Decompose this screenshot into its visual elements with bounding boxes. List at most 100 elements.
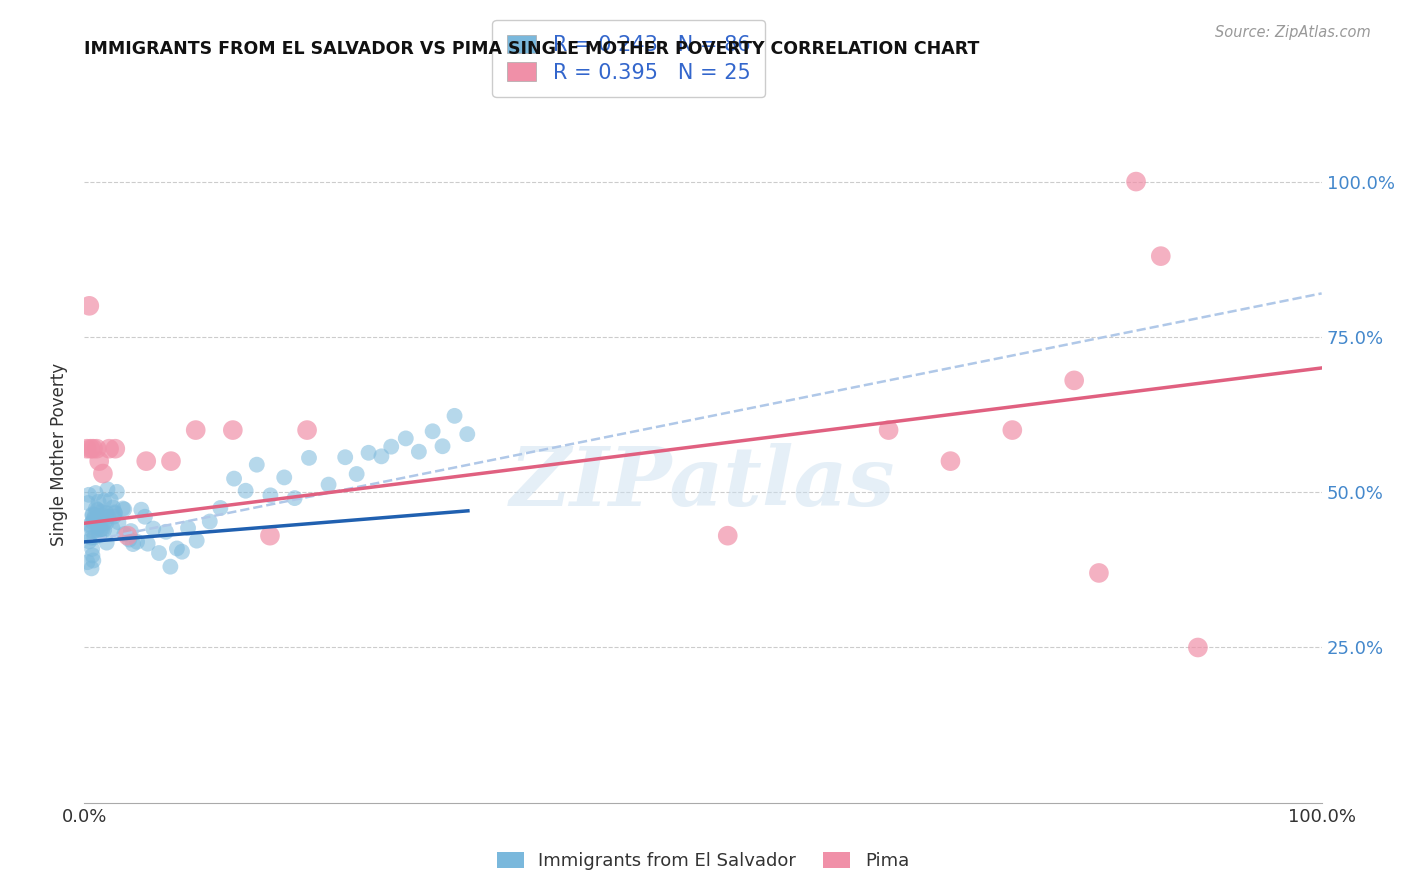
Point [335,450,357,465]
Point [1187,640,1209,655]
Point [235,483,257,498]
Point [222,472,245,486]
Point [395,431,418,445]
Point [120,524,142,538]
Point [82,515,104,529]
Point [184,423,207,437]
Point [118,533,141,547]
Point [94,515,117,529]
Point [79,442,101,456]
Point [125,534,148,549]
Point [148,546,170,560]
Point [295,423,318,437]
Point [103,509,125,524]
Point [82,442,104,456]
Point [77,496,100,510]
Point [104,442,127,456]
Point [357,446,380,460]
Point [82,508,104,522]
Point [209,501,232,516]
Point [86,442,108,456]
Point [112,502,135,516]
Point [90,505,112,519]
Point [117,529,139,543]
Point [80,524,103,538]
Point [273,470,295,484]
Point [131,502,153,516]
Text: IMMIGRANTS FROM EL SALVADOR VS PIMA SINGLE MOTHER POVERTY CORRELATION CHART: IMMIGRANTS FROM EL SALVADOR VS PIMA SING… [84,40,980,58]
Point [318,477,340,491]
Point [877,423,900,437]
Point [101,521,124,535]
Point [1001,423,1024,437]
Point [89,454,111,468]
Point [83,512,105,526]
Point [76,442,98,456]
Point [111,501,134,516]
Point [100,492,122,507]
Point [1150,249,1173,263]
Point [186,533,208,548]
Point [408,444,430,458]
Point [82,549,104,563]
Point [104,506,127,520]
Point [142,522,165,536]
Point [422,425,444,439]
Point [456,427,478,442]
Point [370,450,392,464]
Point [77,488,100,502]
Point [1088,566,1111,580]
Point [84,508,107,522]
Point [166,541,188,556]
Point [80,520,103,534]
Point [432,439,454,453]
Point [93,523,115,537]
Point [77,534,100,549]
Y-axis label: Single Mother Poverty: Single Mother Poverty [51,363,69,547]
Point [160,454,183,468]
Point [83,530,105,544]
Point [87,494,110,508]
Point [79,299,101,313]
Point [86,510,108,524]
Point [177,521,200,535]
Point [101,500,124,515]
Point [90,523,112,537]
Point [79,517,101,532]
Point [98,442,121,456]
Point [346,467,368,481]
Point [122,537,145,551]
Point [96,516,118,530]
Point [259,488,281,502]
Legend: Immigrants from El Salvador, Pima: Immigrants from El Salvador, Pima [489,845,917,877]
Point [91,467,114,481]
Point [96,483,118,497]
Point [380,440,402,454]
Point [87,519,110,533]
Point [97,509,120,524]
Point [87,528,110,542]
Point [96,535,118,549]
Point [170,545,193,559]
Point [84,501,107,516]
Point [96,506,118,520]
Text: ZIPatlas: ZIPatlas [510,442,896,523]
Point [82,541,104,556]
Point [259,529,281,543]
Point [84,486,107,500]
Point [86,503,108,517]
Point [717,529,740,543]
Point [105,484,128,499]
Point [112,527,135,541]
Point [443,409,465,423]
Point [82,553,104,567]
Point [80,531,103,545]
Point [134,509,156,524]
Point [91,510,114,524]
Point [1125,175,1147,189]
Point [91,508,114,523]
Point [198,515,221,529]
Point [298,450,321,465]
Point [80,561,103,575]
Point [91,523,114,537]
